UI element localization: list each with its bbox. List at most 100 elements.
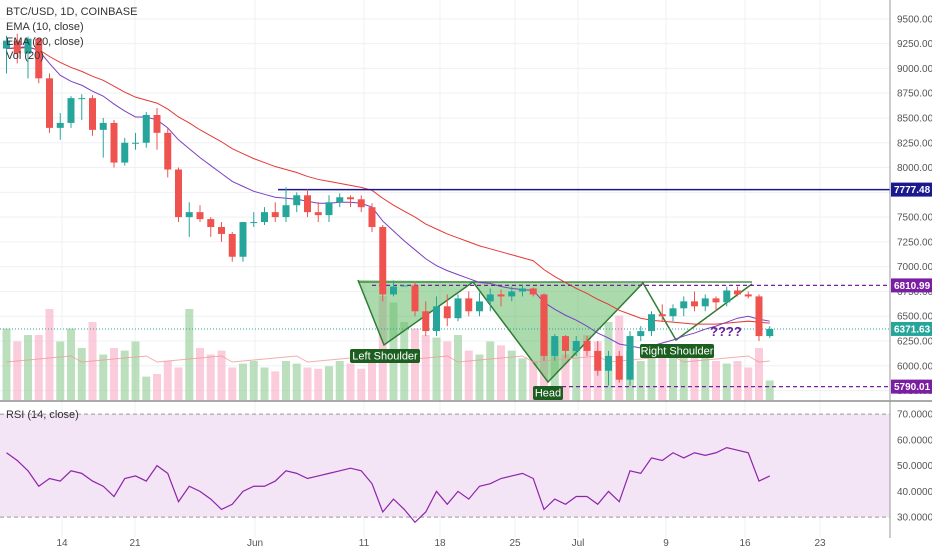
- candle-body: [658, 314, 666, 317]
- candle-body: [390, 286, 397, 295]
- volume-bar: [67, 328, 75, 400]
- volume-bar: [636, 361, 645, 400]
- volume-bar: [701, 355, 710, 400]
- candle-body: [35, 38, 43, 79]
- price-tick-label: 9000.00: [897, 64, 932, 75]
- candle-body: [13, 40, 21, 54]
- candle-body: [637, 331, 645, 337]
- volume-bar: [163, 361, 172, 400]
- volume-bar: [454, 335, 462, 400]
- candle-body: [400, 285, 408, 287]
- rsi-line: [6, 446, 771, 524]
- volume-bar: [368, 361, 376, 400]
- candle-body: [314, 212, 322, 216]
- volume-bar: [475, 354, 484, 400]
- time-tick-label: 21: [129, 538, 141, 549]
- candle-body: [734, 290, 741, 295]
- volume-bar: [77, 348, 86, 400]
- volume-bar: [755, 348, 763, 400]
- time-tick-label: Jun: [247, 538, 263, 549]
- volume-bar: [228, 367, 237, 400]
- price-tick-label: 9250.00: [897, 39, 932, 50]
- label-left-shoulder: Left Shoulder: [352, 351, 418, 363]
- candle-body: [433, 306, 440, 332]
- candle-body: [67, 98, 75, 123]
- candle-body: [142, 114, 150, 143]
- price-tick-label: 7000.00: [897, 262, 932, 273]
- label-head-bg: [533, 386, 563, 400]
- candle-body: [153, 114, 161, 133]
- candle-body: [443, 306, 451, 319]
- volume-bar: [679, 353, 688, 400]
- volume-bar: [443, 341, 452, 400]
- label-question: ????: [710, 324, 742, 339]
- rsi-tick-label: 30.0000: [897, 513, 932, 524]
- volume-bar: [282, 361, 290, 400]
- candle-body: [680, 301, 688, 309]
- candle-body: [239, 222, 247, 257]
- rsi-pane: [0, 413, 890, 524]
- time-tick-label: 14: [56, 538, 68, 549]
- candle-body: [422, 311, 430, 332]
- time-tick-label: 18: [434, 538, 446, 549]
- rsi-tick-label: 50.0000: [897, 461, 932, 472]
- legend-symbol[interactable]: BTC/USD, 1D, COINBASE: [6, 6, 138, 18]
- candle-body: [540, 294, 548, 356]
- volume-bar: [486, 341, 495, 400]
- legend-vol[interactable]: Vol (20): [6, 50, 44, 62]
- candle-body: [712, 298, 720, 303]
- volume-bar: [744, 367, 753, 400]
- volume-bar: [357, 368, 366, 400]
- rsi-tick-label: 60.0000: [897, 435, 932, 446]
- candle-body: [185, 212, 193, 218]
- candle-body: [669, 308, 677, 317]
- label-left-shoulder-bg: [350, 349, 420, 363]
- candle-body: [121, 142, 129, 163]
- volume-bar: [239, 363, 247, 400]
- price-tag-low: 5790.01: [894, 382, 931, 393]
- volume-bar: [24, 335, 32, 400]
- candle-body: [691, 301, 698, 307]
- volume-bar: [561, 354, 570, 400]
- annotations: Left Shoulder Head Right Shoulder????: [350, 324, 742, 400]
- price-tick-label: 6750.00: [897, 287, 932, 298]
- ema20-line: [6, 47, 770, 325]
- volume-bar: [34, 335, 43, 400]
- volume-bar: [249, 361, 258, 400]
- time-tick-label: Jul: [572, 538, 585, 549]
- time-tick-label: 9: [663, 538, 669, 549]
- candle-body: [615, 355, 623, 380]
- candle-body: [304, 195, 311, 213]
- volume-bar: [529, 361, 538, 400]
- legend-ema20[interactable]: EMA (20, close): [6, 36, 84, 48]
- legend-ema10[interactable]: EMA (10, close): [6, 21, 84, 33]
- volume-bar: [712, 361, 720, 400]
- candle-body: [336, 197, 344, 203]
- price-tick-label: 7500.00: [897, 213, 932, 224]
- candle-body: [357, 199, 365, 208]
- candle-body: [519, 288, 526, 292]
- head-and-shoulders-pattern: [357, 279, 753, 384]
- price-tag-neckline: 6810.99: [894, 281, 931, 292]
- volume-bar: [303, 367, 312, 400]
- volume-bar: [314, 368, 323, 400]
- candle-body: [723, 290, 731, 303]
- rsi-band: [0, 414, 890, 518]
- candle-body: [46, 78, 53, 128]
- candle-body: [325, 202, 333, 216]
- candle-body: [261, 212, 268, 223]
- volume-bar: [411, 328, 419, 400]
- legend-rsi[interactable]: RSI (14, close): [6, 409, 79, 421]
- candle-body: [594, 350, 602, 371]
- time-tick-label: 23: [814, 538, 826, 549]
- volume-bar: [185, 309, 194, 400]
- volume-bar: [196, 348, 204, 400]
- time-tick-label: 16: [739, 538, 751, 549]
- volume-bar: [669, 350, 677, 400]
- volume-bar: [131, 341, 140, 400]
- candle-body: [250, 222, 258, 224]
- candle-body: [196, 212, 204, 220]
- candle-body: [368, 207, 376, 228]
- volume-bar: [497, 345, 505, 400]
